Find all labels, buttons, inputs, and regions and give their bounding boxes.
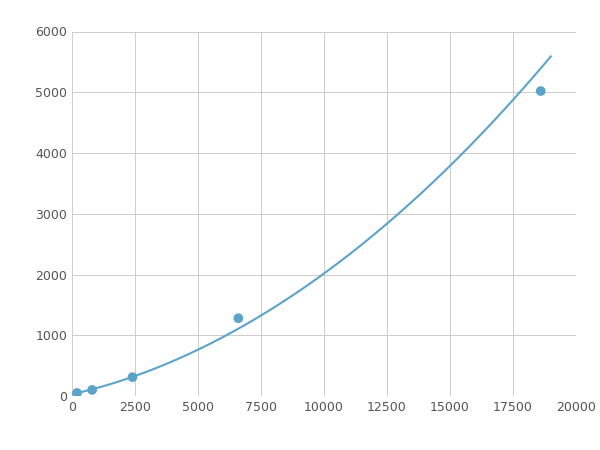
Point — [72, 389, 82, 396]
Point — [233, 315, 243, 322]
Point — [536, 87, 545, 94]
Point — [128, 374, 137, 381]
Point — [88, 386, 97, 393]
